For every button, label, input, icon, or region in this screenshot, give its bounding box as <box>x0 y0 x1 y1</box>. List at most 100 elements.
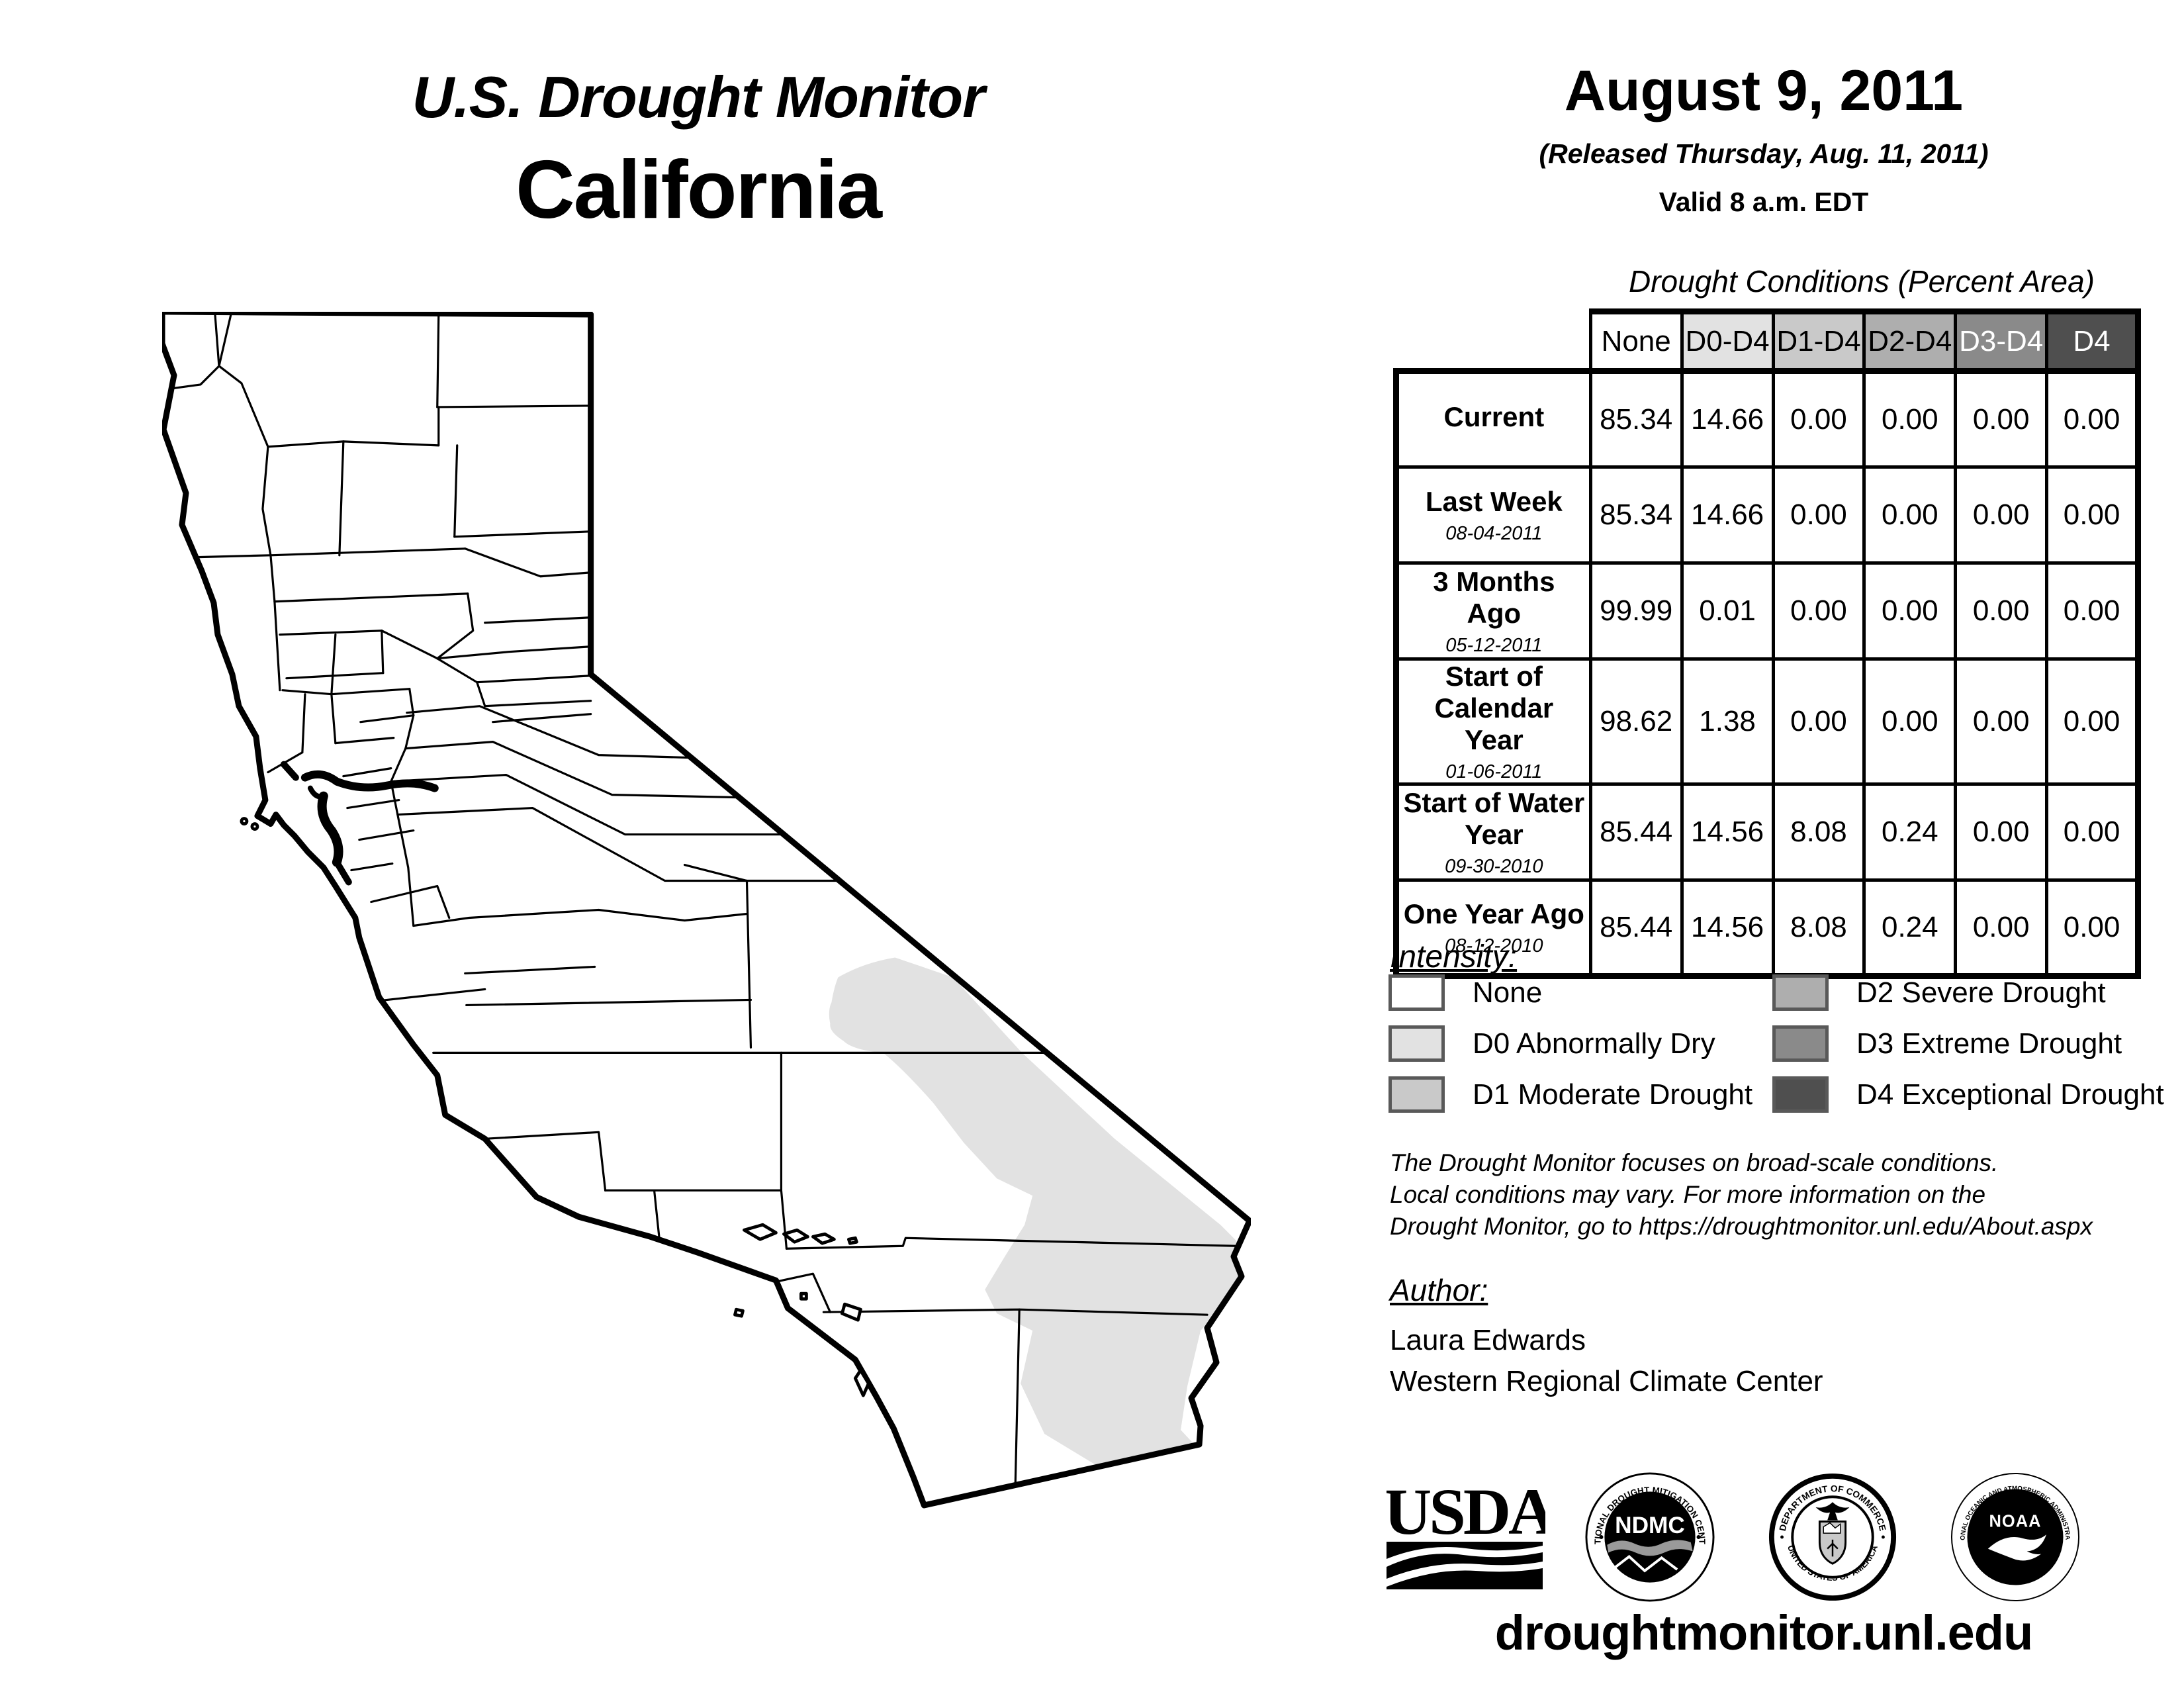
drought-conditions-table: None D0-D4 D1-D4 D2-D4 D3-D4 D4 Current … <box>1393 308 2141 979</box>
table-cell: 98.62 <box>1588 657 1684 786</box>
table-cell: 0.00 <box>2045 561 2141 661</box>
legend-item-d4: D4 Exceptional Drought <box>1772 1076 2164 1113</box>
table-cell: 0.24 <box>1862 782 1958 882</box>
legend-swatch-none <box>1388 974 1445 1011</box>
legend-swatch-d3 <box>1772 1025 1829 1062</box>
col-header-d4: D4 <box>2045 308 2141 374</box>
valid-time: Valid 8 a.m. EDT <box>1659 187 1869 217</box>
agency-logos: USDA NATIONAL DROUGHT MITIGATION CENTER … <box>1387 1471 2128 1603</box>
table-row-3-months-ago: 3 Months Ago 05-12-2011 99.99 0.01 0.00 0… <box>1393 561 2141 661</box>
map-date: August 9, 2011 <box>1564 59 1964 122</box>
table-cell: 0.00 <box>1771 561 1866 661</box>
table-row-current: Current 85.34 14.66 0.00 0.00 0.00 0.00 <box>1393 368 2141 469</box>
legend-label: D0 Abnormally Dry <box>1473 1027 1715 1060</box>
table-cell: 85.44 <box>1588 782 1684 882</box>
noaa-center-text: NOAA <box>1989 1512 2042 1530</box>
state-outline <box>162 312 1251 1509</box>
region-title: California <box>516 144 882 236</box>
row-label: 3 Months Ago 05-12-2011 <box>1393 561 1592 661</box>
row-label: Last Week 08-04-2011 <box>1393 465 1592 565</box>
disclaimer-line: Local conditions may vary. For more info… <box>1390 1181 1986 1208</box>
legend-label: None <box>1473 976 1543 1009</box>
table-cell: 0.00 <box>2045 782 2141 882</box>
author-organization: Western Regional Climate Center <box>1390 1365 1823 1397</box>
drought-conditions-panel: Drought Conditions (Percent Area) None D… <box>1393 263 2141 979</box>
table-cell: 1.38 <box>1680 657 1775 786</box>
legend-label: D3 Extreme Drought <box>1856 1027 2122 1060</box>
legend-swatch-d2 <box>1772 974 1829 1011</box>
table-cell: 14.66 <box>1680 465 1775 565</box>
table-header-row: None D0-D4 D1-D4 D2-D4 D3-D4 D4 <box>1396 308 2141 374</box>
table-cell: 0.00 <box>1954 878 2049 979</box>
legend-label: D1 Moderate Drought <box>1473 1078 1753 1111</box>
date-block: August 9, 2011 (Released Thursday, Aug. … <box>1390 58 2138 218</box>
table-cell: 0.00 <box>2045 369 2141 469</box>
legend-label: D4 Exceptional Drought <box>1856 1078 2164 1111</box>
table-cell: 0.00 <box>1954 561 2049 661</box>
legend-swatch-d4 <box>1772 1076 1829 1113</box>
legend-item-d2: D2 Severe Drought <box>1772 974 2106 1011</box>
disclaimer-line: The Drought Monitor focuses on broad-sca… <box>1390 1149 1999 1176</box>
table-cell: 0.00 <box>1862 369 1958 469</box>
legend-swatch-d0 <box>1388 1025 1445 1062</box>
table-cell: 0.00 <box>1954 465 2049 565</box>
state-none-area <box>162 312 1250 1506</box>
table-cell: 0.01 <box>1680 561 1775 661</box>
table-row-start-calendar-year: Start of Calendar Year 01-06-2011 98.62 1… <box>1393 657 2141 786</box>
table-cell: 14.66 <box>1680 369 1775 469</box>
table-cell: 0.00 <box>2045 657 2141 786</box>
table-cell: 85.34 <box>1588 369 1684 469</box>
legend-swatch-d1 <box>1388 1076 1445 1113</box>
table-cell: 0.00 <box>1771 369 1866 469</box>
legend-item-d3: D3 Extreme Drought <box>1772 1025 2122 1062</box>
commerce-seal-icon: DEPARTMENT OF COMMERCE UNITED STATES OF … <box>1768 1473 1897 1601</box>
legend-item-none: None <box>1388 974 1542 1011</box>
table-cell: 0.00 <box>1954 657 2049 786</box>
table-cell: 0.24 <box>1862 878 1958 979</box>
table-cell: 0.00 <box>1771 657 1866 786</box>
california-drought-map <box>162 312 1251 1509</box>
table-cell: 8.08 <box>1771 878 1866 979</box>
table-cell: 8.08 <box>1771 782 1866 882</box>
row-label: One Year Ago 08-12-2010 <box>1393 878 1592 979</box>
ndmc-logo-icon: NATIONAL DROUGHT MITIGATION CENTER UNIVE… <box>1585 1472 1715 1602</box>
disclaimer-line: Drought Monitor, go to https://droughtmo… <box>1390 1213 2093 1240</box>
table-blank-cell <box>1396 311 1591 371</box>
table-cell: 0.00 <box>2045 878 2141 979</box>
table-cell: 85.34 <box>1588 465 1684 565</box>
col-header-d0d4: D0-D4 <box>1680 308 1775 374</box>
row-label: Start of Water Year 09-30-2010 <box>1393 782 1592 882</box>
table-cell: 0.00 <box>1954 369 2049 469</box>
table-cell: 14.56 <box>1680 782 1775 882</box>
table-cell: 0.00 <box>1862 657 1958 786</box>
table-cell: 14.56 <box>1680 878 1775 979</box>
ndmc-center-text: NDMC <box>1615 1513 1685 1538</box>
channel-islands <box>240 817 870 1397</box>
author-heading: Author: <box>1390 1273 1488 1307</box>
legend-item-d1: D1 Moderate Drought <box>1388 1076 1752 1113</box>
col-header-d2d4: D2-D4 <box>1862 308 1958 374</box>
table-cell: 0.00 <box>1862 465 1958 565</box>
disclaimer: The Drought Monitor focuses on broad-sca… <box>1390 1147 2177 1243</box>
legend-label: D2 Severe Drought <box>1856 976 2106 1009</box>
d0-drought-region <box>829 957 1250 1487</box>
legend-item-d0: D0 Abnormally Dry <box>1388 1025 1715 1062</box>
col-header-d3d4: D3-D4 <box>1954 308 2049 374</box>
bay-water <box>280 761 439 886</box>
author-name: Laura Edwards <box>1390 1324 1586 1356</box>
released-date: (Released Thursday, Aug. 11, 2011) <box>1539 138 1989 169</box>
table-cell: 0.00 <box>2045 465 2141 565</box>
noaa-logo-icon: NATIONAL OCEANIC AND ATMOSPHERIC ADMINIS… <box>1950 1472 2080 1602</box>
row-label: Start of Calendar Year 01-06-2011 <box>1393 657 1592 786</box>
table-title: Drought Conditions (Percent Area) <box>1629 264 2095 299</box>
county-boundaries <box>167 313 1238 1485</box>
col-header-none: None <box>1588 308 1684 374</box>
table-cell: 0.00 <box>1771 465 1866 565</box>
intensity-heading: Intensity: <box>1390 939 1518 974</box>
table-cell: 0.00 <box>1954 782 2049 882</box>
table-row-start-water-year: Start of Water Year 09-30-2010 85.44 14.5… <box>1393 782 2141 882</box>
table-cell: 85.44 <box>1588 878 1684 979</box>
usda-text: USDA <box>1387 1481 1545 1548</box>
table-cell: 0.00 <box>1862 561 1958 661</box>
